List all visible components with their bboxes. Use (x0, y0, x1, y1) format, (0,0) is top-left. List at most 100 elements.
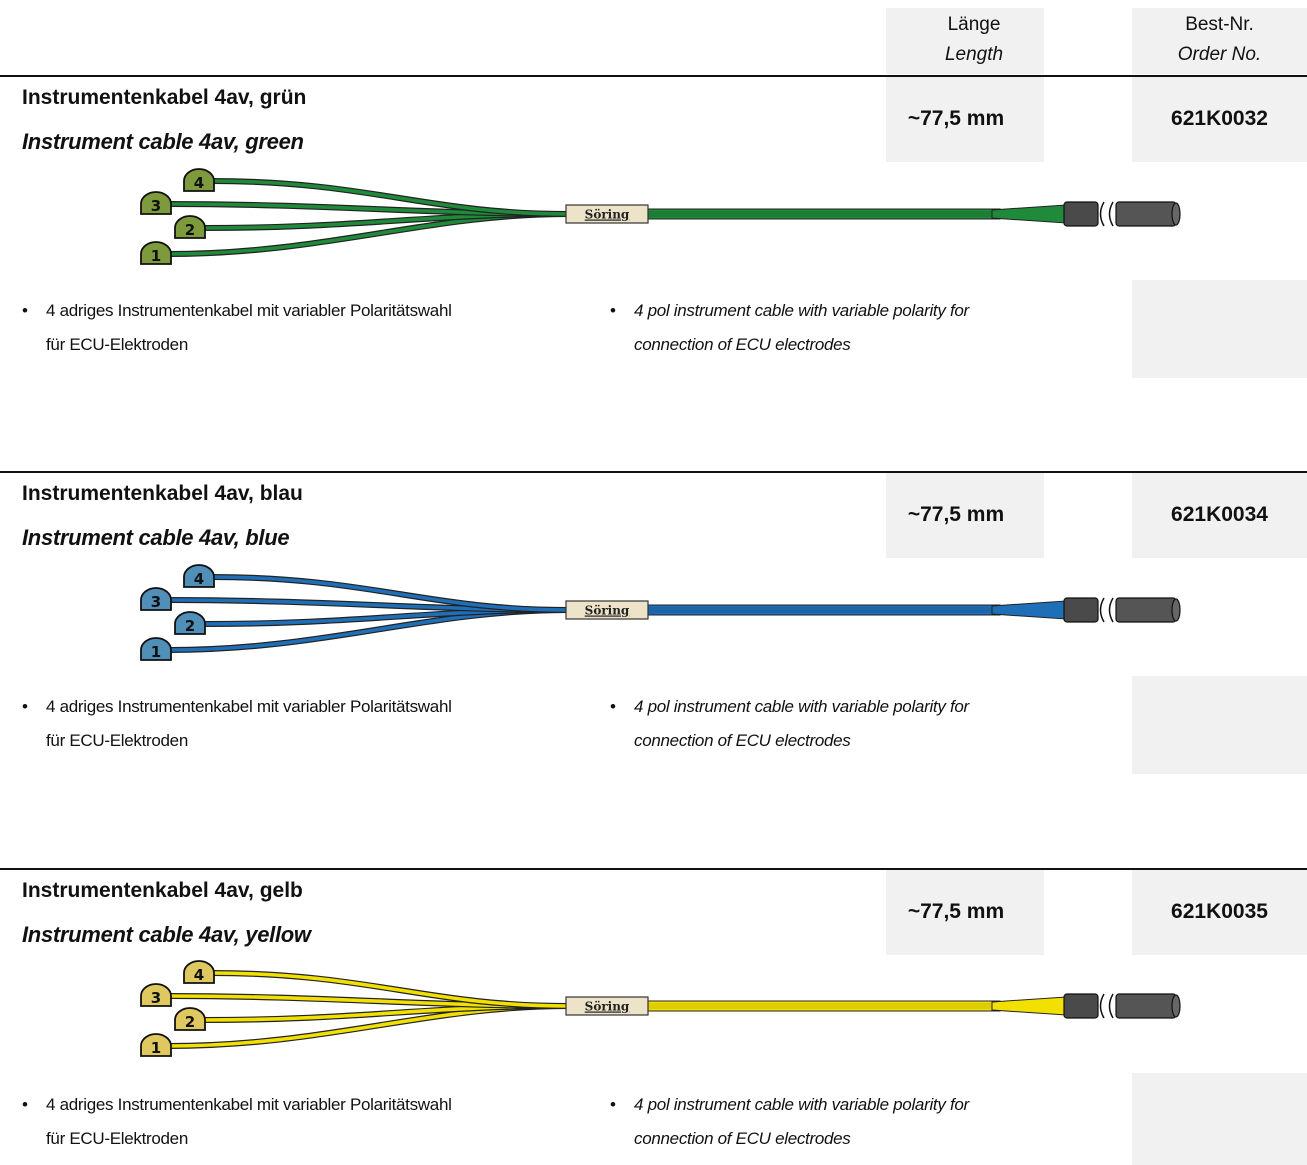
plug-end (1171, 202, 1181, 226)
bullet-de-line1: 4 adriges Instrumentenkabel mit variable… (46, 301, 452, 320)
order-cell-bg (1132, 473, 1307, 558)
brand-label (565, 996, 649, 1016)
connector-3: 3 (140, 587, 172, 611)
connector-4: 4 (183, 564, 215, 588)
product-title-en: Instrument cable 4av, yellow (22, 922, 311, 947)
strain-relief (991, 204, 1067, 224)
length-header-bg (886, 8, 1044, 74)
connector-head (174, 1007, 206, 1031)
bullet-de-line2: für ECU-Elektroden (46, 731, 188, 750)
connector-number: 3 (151, 593, 161, 611)
plug-ring (1108, 201, 1114, 227)
connector-1: 1 (140, 241, 172, 265)
plug-ring (1099, 201, 1105, 227)
order-notes-bg (1132, 1073, 1307, 1165)
order-cell-bg (1132, 870, 1307, 955)
connector-head (140, 191, 172, 215)
plug-sleeve (1115, 597, 1177, 623)
bullet-de-line2: für ECU-Elektroden (46, 1129, 188, 1148)
bullet-dot: • (22, 1095, 28, 1114)
product-order-number: 621K0032 (1171, 107, 1268, 130)
product-order-number: 621K0035 (1171, 900, 1268, 923)
connector-head (140, 983, 172, 1007)
connector-head (140, 1033, 172, 1057)
brand-text: Söring (585, 1000, 630, 1014)
wire-4 (209, 971, 570, 1008)
plug-ring (1099, 597, 1105, 623)
connector-number: 2 (185, 221, 195, 239)
length-header: Länge Length (886, 10, 1062, 70)
order-notes-bg (1132, 280, 1307, 378)
length-cell-bg (886, 473, 1044, 558)
connector-number: 2 (185, 617, 195, 635)
connector-head (174, 215, 206, 239)
product-length: ~77,5 mm (907, 900, 1005, 923)
connector-head (140, 637, 172, 661)
connector-head (140, 587, 172, 611)
connector-4: 4 (183, 168, 215, 192)
section-divider (0, 75, 1307, 77)
bullet-de-line1: 4 adriges Instrumentenkabel mit variable… (46, 697, 452, 716)
plug-end (1171, 598, 1181, 622)
connector-number: 4 (194, 966, 204, 984)
order-header-en: Order No. (1177, 44, 1262, 65)
connector-number: 1 (151, 643, 161, 661)
bullet-en-line2: connection of ECU electrodes (634, 335, 851, 354)
brand-label (565, 600, 649, 620)
bullet-dot: • (610, 301, 616, 320)
connector-number: 2 (185, 1013, 195, 1031)
plug-body (1063, 597, 1099, 623)
product-order-number: 621K0034 (1171, 503, 1268, 526)
connector-1: 1 (140, 637, 172, 661)
strain-relief (991, 996, 1067, 1016)
order-header: Best-Nr. Order No. (1132, 10, 1307, 70)
section-divider (0, 471, 1307, 473)
connector-number: 1 (151, 1039, 161, 1057)
bullet-dot: • (22, 301, 28, 320)
connector-3: 3 (140, 191, 172, 215)
wire-4 (209, 179, 570, 216)
bullet-dot: • (610, 1095, 616, 1114)
bullet-en-line1: 4 pol instrument cable with variable pol… (634, 1095, 969, 1114)
section-divider (0, 868, 1307, 870)
order-header-de: Best-Nr. (1185, 14, 1254, 35)
product-title-de: Instrumentenkabel 4av, grün (22, 86, 307, 109)
brand-text: Söring (585, 208, 630, 222)
connector-number: 4 (194, 570, 204, 588)
connector-1: 1 (140, 1033, 172, 1057)
connector-head (183, 960, 215, 984)
cable-illustration: Söring 1 2 3 4 (140, 168, 1181, 265)
connector-number: 4 (194, 174, 204, 192)
plug-sleeve (1115, 993, 1177, 1019)
length-cell-bg (886, 77, 1044, 162)
bullet-de-line2: für ECU-Elektroden (46, 335, 188, 354)
product-length: ~77,5 mm (907, 107, 1005, 130)
connector-number: 3 (151, 989, 161, 1007)
plug-sleeve (1115, 201, 1177, 227)
cable-illustration: Söring 1 2 3 4 (140, 564, 1181, 661)
connector-head (183, 564, 215, 588)
connector-2: 2 (174, 1007, 206, 1031)
connector-4: 4 (183, 960, 215, 984)
order-cell-bg (1132, 77, 1307, 162)
length-header-en: Length (944, 44, 1004, 65)
bullet-de-line1: 4 adriges Instrumentenkabel mit variable… (46, 1095, 452, 1114)
product-title-de: Instrumentenkabel 4av, gelb (22, 879, 303, 902)
connector-number: 1 (151, 247, 161, 265)
plug-end (1171, 994, 1181, 1018)
connector-head (140, 241, 172, 265)
product-title-en: Instrument cable 4av, blue (22, 525, 290, 550)
wire-4 (209, 575, 570, 612)
plug-ring (1108, 993, 1114, 1019)
plug-ring (1108, 597, 1114, 623)
bullet-en-line1: 4 pol instrument cable with variable pol… (634, 301, 969, 320)
bullet-en-line1: 4 pol instrument cable with variable pol… (634, 697, 969, 716)
order-notes-bg (1132, 676, 1307, 774)
connector-3: 3 (140, 983, 172, 1007)
length-cell-bg (886, 870, 1044, 955)
cable-illustration: Söring 1 2 3 4 (140, 960, 1181, 1057)
product-title-de: Instrumentenkabel 4av, blau (22, 482, 303, 505)
brand-label (565, 204, 649, 224)
strain-relief (991, 600, 1067, 620)
connector-2: 2 (174, 611, 206, 635)
